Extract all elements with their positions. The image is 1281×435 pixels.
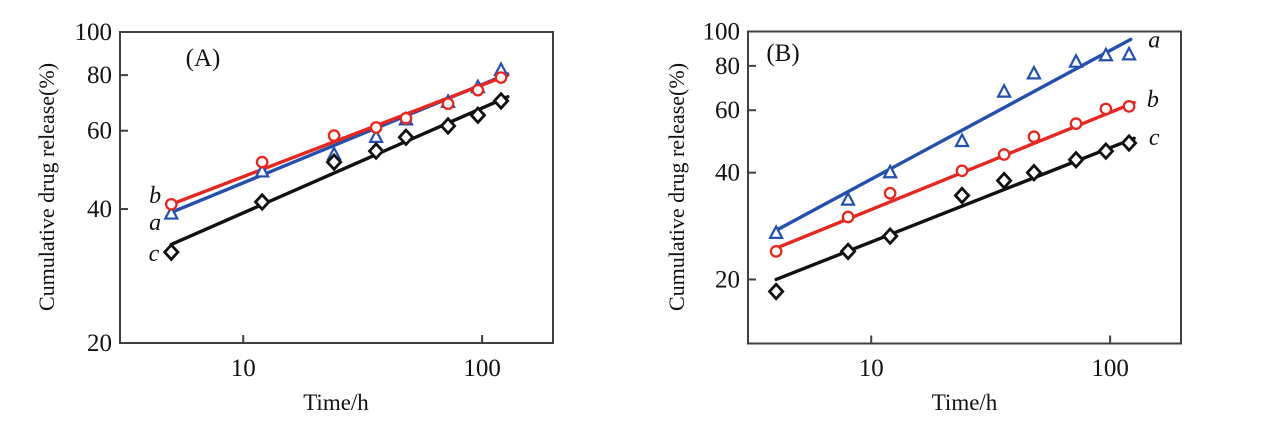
series-b-marker (471, 83, 485, 97)
series-a-marker (1121, 45, 1137, 61)
series-b-marker (1069, 117, 1083, 130)
series-c-marker (839, 242, 857, 261)
series-c-marker (162, 242, 180, 262)
series-c-marker (995, 171, 1013, 190)
series-c-marker (953, 186, 971, 205)
series-c-marker (469, 105, 487, 125)
y-axis-label: Cumulative drug release(%) (34, 63, 59, 311)
y-tick-label: 100 (75, 19, 113, 46)
series-b-marker (369, 121, 383, 134)
series-c-marker (325, 152, 343, 172)
series-c-marker (1120, 133, 1138, 153)
series-c-marker (1025, 163, 1043, 182)
series-b-marker (327, 129, 341, 142)
y-tick-label: 60 (87, 118, 112, 145)
series-c-marker (1067, 150, 1085, 170)
series-c-marker (881, 226, 899, 246)
series-a-label: a (149, 210, 161, 236)
panel-letter: (B) (766, 40, 799, 67)
series-c-fit-line (169, 95, 510, 247)
y-tick-label: 20 (87, 330, 112, 357)
y-tick-label: 40 (87, 196, 112, 223)
series-a-marker (768, 224, 784, 239)
series-b-marker (841, 210, 855, 224)
series-a-marker (1026, 64, 1042, 80)
series-b-marker (883, 186, 897, 200)
x-axis-label: Time/h (932, 390, 998, 415)
series-c-marker (767, 282, 785, 301)
series-b-marker (494, 71, 508, 84)
y-tick-label: 80 (715, 53, 740, 80)
series-b-marker (1027, 130, 1041, 144)
series-b-marker (255, 155, 269, 169)
series-b-marker (955, 164, 969, 178)
panel-b-chart: 10 100 20 40 60 80 100 Time/h Cumulative drug re… (640, 0, 1281, 435)
series-c-marker (397, 127, 415, 147)
x-tick-label: 10 (859, 355, 884, 382)
y-tick-label: 100 (703, 19, 741, 46)
plot-border (119, 31, 554, 344)
chart-svg: 10 100 20 40 60 80 100 Time/h Cumulative drug re… (664, 19, 1182, 415)
y-tick-label: 40 (715, 160, 740, 187)
series-a-marker (163, 204, 180, 220)
series-a-fit-line (774, 37, 1133, 233)
series-c-marker (439, 116, 457, 136)
series-a-marker (1098, 46, 1114, 62)
x-axis-label: Time/h (303, 390, 369, 415)
series-a-marker (996, 82, 1012, 98)
panel-letter: (A) (186, 45, 221, 72)
series-c-marker (367, 141, 385, 161)
chart-svg: 10 100 20 40 60 80 100 Time/h Cumulative drug re… (34, 19, 554, 415)
series-c-marker (1097, 141, 1115, 161)
y-tick-label: 60 (715, 97, 740, 124)
x-tick-label: 10 (231, 355, 256, 382)
series-b-marker (997, 148, 1011, 161)
series-c-marker (253, 192, 271, 212)
x-tick-label: 100 (463, 355, 501, 382)
series-b-label: b (1147, 87, 1159, 113)
series-c-label: c (1149, 125, 1160, 151)
series-a-marker (254, 162, 270, 178)
series-a-marker (882, 163, 898, 179)
y-tick-label: 20 (715, 266, 740, 293)
series-b-label: b (149, 183, 161, 209)
y-tick-label: 80 (87, 62, 112, 89)
series-a-label: a (1148, 27, 1160, 53)
series-b-fit-line (169, 73, 510, 206)
x-tick-label: 100 (1091, 355, 1129, 382)
plot-border (747, 30, 1182, 345)
series-b-marker (399, 111, 413, 125)
series-b-marker (441, 97, 455, 111)
series-a-marker (954, 132, 970, 148)
series-c-label: c (149, 241, 160, 267)
panel-a-chart: 10 100 20 40 60 80 100 Time/h Cumulative drug re… (34, 19, 554, 415)
series-b-marker (1122, 100, 1136, 113)
series-a-marker (840, 190, 856, 206)
series-b-marker (769, 245, 783, 258)
y-axis-label: Cumulative drug release(%) (664, 63, 689, 311)
series-b-marker (164, 197, 178, 211)
series-b-marker (1099, 102, 1113, 116)
series-a-marker (1068, 52, 1084, 68)
series-c-marker (492, 91, 510, 111)
